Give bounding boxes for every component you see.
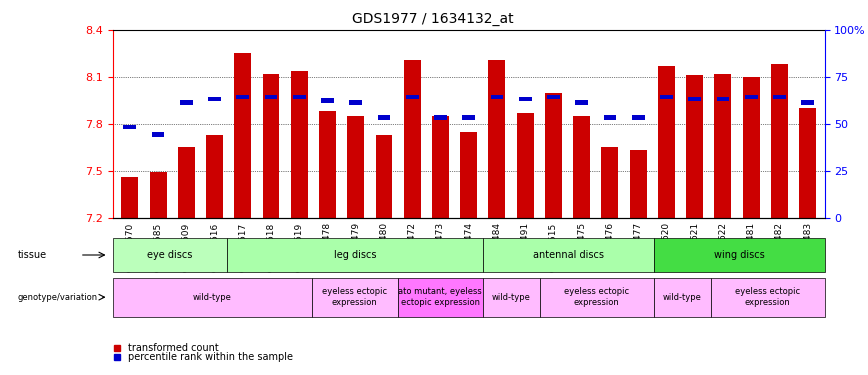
Bar (602, 147, 618, 218)
Bar (773, 94, 786, 99)
Text: eyeless ectopic
expression: eyeless ectopic expression (564, 288, 629, 307)
Bar (236, 94, 249, 99)
Bar (404, 60, 421, 217)
Bar (434, 115, 447, 120)
Text: wild-type: wild-type (492, 292, 531, 302)
Bar (347, 116, 365, 218)
Text: percentile rank within the sample: percentile rank within the sample (128, 352, 293, 362)
Bar (378, 115, 391, 120)
Bar (629, 150, 647, 217)
Bar (206, 135, 223, 218)
Text: wild-type: wild-type (663, 292, 701, 302)
Bar (152, 132, 164, 137)
Bar (545, 93, 562, 218)
Bar (489, 60, 505, 217)
Bar (319, 111, 336, 218)
Text: transformed count: transformed count (128, 343, 220, 353)
Bar (745, 94, 758, 99)
Bar (350, 100, 362, 105)
Bar (376, 135, 392, 218)
Bar (490, 94, 503, 99)
Bar (291, 70, 308, 217)
Bar (743, 77, 760, 218)
Bar (432, 116, 449, 218)
Bar (717, 96, 729, 101)
Bar (603, 115, 616, 120)
Text: eye discs: eye discs (147, 250, 193, 260)
Text: genotype/variation: genotype/variation (17, 292, 97, 302)
Bar (575, 100, 588, 105)
Bar (516, 113, 534, 218)
Bar (208, 96, 220, 101)
Text: leg discs: leg discs (333, 250, 376, 260)
Bar (799, 108, 816, 218)
Text: tissue: tissue (17, 250, 47, 260)
Bar (660, 94, 673, 99)
Bar (178, 147, 194, 218)
Bar (234, 54, 251, 217)
Bar (714, 74, 732, 217)
Bar (573, 116, 590, 218)
Bar (262, 74, 279, 217)
Title: GDS1977 / 1634132_at: GDS1977 / 1634132_at (352, 12, 514, 26)
Bar (406, 94, 418, 99)
Bar (265, 94, 278, 99)
Text: eyeless ectopic
expression: eyeless ectopic expression (735, 288, 800, 307)
Bar (519, 96, 531, 101)
Bar (122, 177, 138, 218)
Bar (632, 115, 645, 120)
Bar (547, 94, 560, 99)
Bar (149, 172, 167, 217)
Text: wild-type: wild-type (193, 292, 232, 302)
Text: wing discs: wing discs (713, 250, 765, 260)
Text: ato mutant, eyeless
ectopic expression: ato mutant, eyeless ectopic expression (398, 288, 482, 307)
Bar (321, 98, 334, 103)
Bar (801, 100, 814, 105)
Bar (688, 96, 701, 101)
Bar (463, 115, 475, 120)
Bar (658, 66, 675, 218)
Bar (687, 75, 703, 217)
Bar (293, 94, 306, 99)
Bar (123, 124, 136, 129)
Bar (771, 64, 788, 218)
Text: eyeless ectopic
expression: eyeless ectopic expression (322, 288, 387, 307)
Text: antennal discs: antennal discs (533, 250, 604, 260)
Bar (460, 132, 477, 218)
Bar (180, 100, 193, 105)
